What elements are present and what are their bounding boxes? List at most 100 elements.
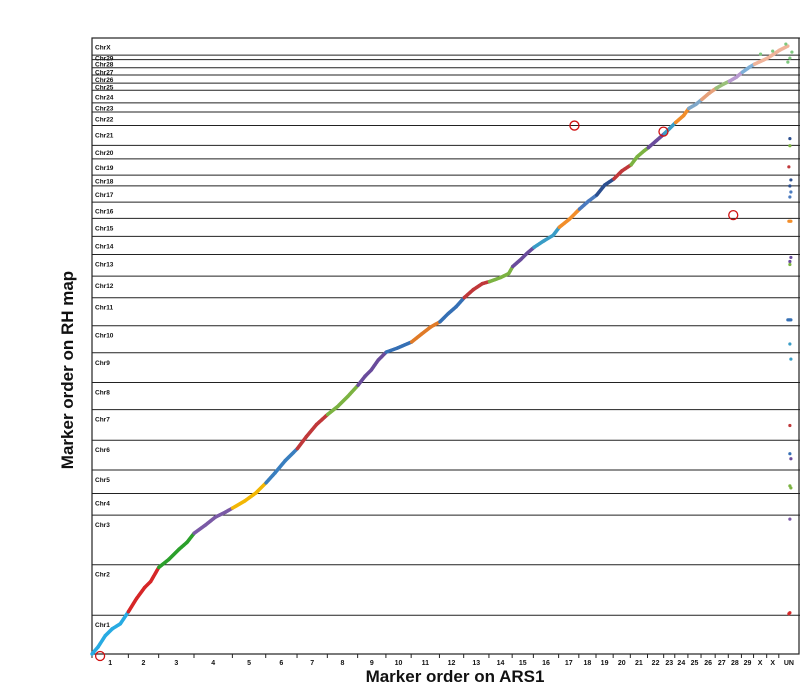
outlier-point	[789, 255, 793, 260]
band-label: Chr2	[95, 572, 110, 579]
x-tick-label: 18	[584, 660, 592, 667]
y-axis-label: Marker order on RH map	[58, 270, 77, 470]
band-label: Chr19	[95, 165, 114, 172]
outlier-point	[789, 178, 793, 182]
outliers-chr2	[787, 611, 792, 616]
outlier-point	[788, 517, 792, 521]
x-tick-label: 13	[472, 660, 480, 667]
band-label: Chr4	[95, 500, 110, 507]
x-tick-label: 8	[341, 660, 345, 667]
outlier-point	[787, 165, 791, 169]
x-tick-label: 15	[519, 660, 527, 667]
x-tick-label: 9	[370, 660, 374, 667]
band-label: Chr17	[95, 192, 114, 199]
x-tick-label: 21	[635, 660, 643, 667]
data-point	[786, 44, 790, 48]
x-tick-label: 3	[174, 660, 178, 667]
outliers-chr22	[788, 137, 792, 141]
plot-frame	[91, 37, 800, 655]
series-chr7	[295, 412, 330, 451]
outlier-point	[788, 423, 792, 428]
band-label: Chr20	[95, 150, 114, 157]
band-label: Chr6	[95, 447, 110, 454]
outliers-chr6	[788, 452, 792, 456]
outlier-point	[790, 50, 794, 54]
band-label: Chr27	[95, 69, 114, 76]
series-chr23	[662, 120, 678, 136]
outlier-point	[788, 452, 792, 456]
x-tick-label: 5	[247, 660, 251, 667]
series-chr13	[462, 279, 492, 300]
outliers-chr18	[788, 190, 793, 199]
outlier-point	[784, 42, 788, 46]
series-chr21	[629, 146, 650, 167]
outlier-point	[789, 190, 793, 194]
x-tick-label: 26	[704, 660, 712, 667]
outlier-point	[789, 486, 793, 490]
outliers-chr4	[788, 517, 792, 521]
outliers-chr11	[786, 318, 793, 322]
outliers-chr19	[788, 178, 793, 188]
outliers-chrx	[758, 42, 794, 64]
outlier-point	[788, 137, 792, 141]
x-tick-label: 6	[279, 660, 283, 667]
highlight-circle	[569, 120, 580, 131]
series-chr17	[557, 207, 582, 229]
x-tick-label: 17	[565, 660, 573, 667]
x-axis-label: Marker order on ARS1	[365, 667, 545, 686]
outliers-chr6b	[789, 457, 793, 461]
x-tick-label: 28	[731, 660, 739, 667]
x-tick-label: 19	[601, 660, 609, 667]
outlier-point	[788, 184, 792, 188]
x-tick-label: 4	[211, 660, 215, 667]
outliers-chr17	[787, 219, 793, 223]
series-chr1	[90, 610, 131, 656]
series-chr14	[487, 264, 515, 284]
series-chr5	[230, 481, 268, 510]
outlier-point	[789, 457, 793, 461]
outlier-point	[788, 144, 792, 148]
series-chr29	[740, 62, 757, 74]
x-tick-label: 12	[448, 660, 456, 667]
band-label: Chr1	[95, 622, 110, 629]
series-chr26	[700, 86, 718, 102]
band-label: Chr14	[95, 243, 114, 250]
outlier-point	[789, 318, 793, 322]
x-tick-label: X	[758, 660, 763, 667]
outlier-point	[788, 262, 792, 267]
x-tick-label: 2	[142, 660, 146, 667]
series-chrx	[752, 44, 790, 66]
series-chr2	[126, 565, 161, 614]
x-axis-ticks: 1 2 3 4 5 6 7 8 9 10 11 12 13 14 15 16 17 18 19 20 21 22 23 24 2…	[91, 654, 794, 667]
series-chr4	[192, 506, 235, 535]
series-chr6	[264, 446, 300, 485]
x-tick-label: 7	[310, 660, 314, 667]
series-chr19	[595, 177, 616, 197]
outlier-point	[789, 357, 793, 361]
highlight-circles	[94, 120, 739, 662]
band-label: Chr18	[95, 179, 114, 186]
series-chr8	[325, 383, 360, 417]
x-tick-label: 27	[718, 660, 726, 667]
band-label: Chr13	[95, 261, 114, 268]
x-tick-label: 20	[618, 660, 626, 667]
outliers-chr7	[788, 423, 792, 428]
series-chr16	[532, 225, 561, 250]
x-tick-label: 10	[395, 660, 403, 667]
x-tick-label: 25	[691, 660, 699, 667]
series-chr12	[438, 295, 466, 324]
outlier-point	[758, 52, 763, 56]
x-tick-label: 11	[422, 660, 430, 667]
x-tick-label: 23	[665, 660, 673, 667]
outlier-point	[788, 56, 792, 60]
series-chr20	[612, 163, 633, 181]
outliers-chr14	[788, 262, 792, 267]
band-label: Chr5	[95, 477, 110, 484]
series-chr9	[356, 350, 389, 387]
band-label: Chr29	[95, 55, 114, 62]
band-label: Chr24	[95, 95, 114, 102]
x-tick-label: 24	[677, 660, 685, 667]
highlight-circle	[94, 650, 106, 662]
outlier-point	[789, 219, 793, 223]
